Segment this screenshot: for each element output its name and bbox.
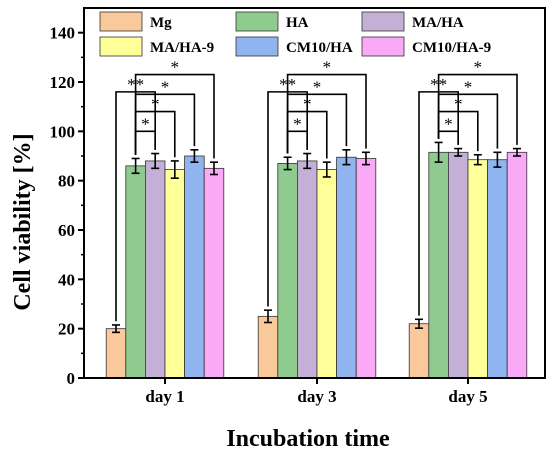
- bar: [408, 323, 430, 379]
- significance-label: *: [161, 77, 170, 96]
- y-tick-label: 140: [50, 24, 76, 43]
- y-tick-label: 80: [58, 172, 75, 191]
- bar: [144, 160, 166, 379]
- significance-label: *: [313, 77, 322, 96]
- legend-swatch: [235, 36, 279, 57]
- y-axis-title: Cell viability [%]: [10, 133, 36, 310]
- bar: [203, 167, 225, 379]
- bar: [506, 151, 528, 379]
- legend-swatch: [99, 36, 143, 57]
- bar: [316, 169, 338, 379]
- legend-label: MA/HA-9: [150, 40, 214, 56]
- x-axis-title: Incubation time: [226, 426, 390, 452]
- bar: [125, 165, 146, 379]
- significance-label: *: [303, 95, 312, 114]
- y-tick-label: 20: [58, 320, 75, 339]
- legend-swatch: [99, 11, 143, 32]
- y-tick-label: 100: [50, 122, 76, 141]
- significance-label: *: [464, 77, 473, 96]
- significance-label: *: [454, 95, 463, 114]
- legend-label: CM10/HA-9: [412, 40, 491, 56]
- significance-label: *: [171, 58, 180, 77]
- significance-label: *: [141, 114, 150, 133]
- bar: [467, 159, 489, 379]
- significance-label: *: [151, 95, 160, 114]
- bar: [164, 169, 186, 379]
- bar: [355, 158, 377, 379]
- legend-swatch: [361, 11, 405, 32]
- legend-swatch: [361, 36, 405, 57]
- bar: [487, 159, 508, 379]
- y-tick-label: 120: [50, 73, 76, 92]
- bar: [257, 315, 279, 379]
- significance-brackets: ******************: [115, 58, 518, 322]
- significance-bracket: [286, 73, 367, 154]
- x-tick-label: day 5: [448, 387, 487, 406]
- bar: [447, 151, 469, 379]
- legend-label: HA: [286, 15, 309, 31]
- bar: [428, 151, 449, 379]
- bar: [105, 328, 127, 379]
- significance-bracket: [134, 73, 215, 159]
- legend-label: Mg: [150, 15, 172, 31]
- bar: [277, 162, 298, 379]
- bar: [296, 160, 318, 379]
- significance-bracket: [437, 73, 518, 145]
- bars: [105, 141, 528, 379]
- legend-swatch: [235, 11, 279, 32]
- legend-label: CM10/HA: [286, 40, 353, 56]
- bar: [336, 156, 357, 379]
- significance-label: *: [444, 114, 453, 133]
- y-tick-label: 60: [58, 221, 75, 240]
- legend-label: MA/HA: [412, 15, 464, 31]
- x-tick-label: day 1: [145, 387, 184, 406]
- significance-label: *: [293, 114, 302, 133]
- y-tick-label: 40: [58, 270, 75, 289]
- significance-label: *: [474, 58, 483, 77]
- legend: Mg HA MA/HA MA/HA-9 CM10/HA CM10/HA-9: [99, 11, 491, 57]
- axes: 0 20 40 60 80 100 120 140 day 1 day 3 day 5: [50, 7, 546, 406]
- plot-frame: [83, 7, 546, 379]
- significance-label: *: [323, 58, 332, 77]
- bar: [184, 155, 205, 379]
- y-tick-label: 0: [67, 369, 76, 388]
- x-tick-label: day 3: [297, 387, 336, 406]
